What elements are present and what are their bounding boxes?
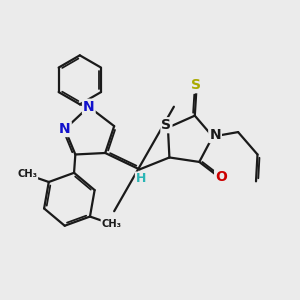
Text: N: N <box>83 100 94 114</box>
Text: S: S <box>161 118 171 132</box>
Text: S: S <box>191 78 201 92</box>
Text: H: H <box>136 172 146 185</box>
Text: O: O <box>215 170 227 184</box>
Text: CH₃: CH₃ <box>101 219 122 229</box>
Text: N: N <box>209 128 221 142</box>
Text: CH₃: CH₃ <box>17 169 37 179</box>
Text: N: N <box>59 122 71 136</box>
